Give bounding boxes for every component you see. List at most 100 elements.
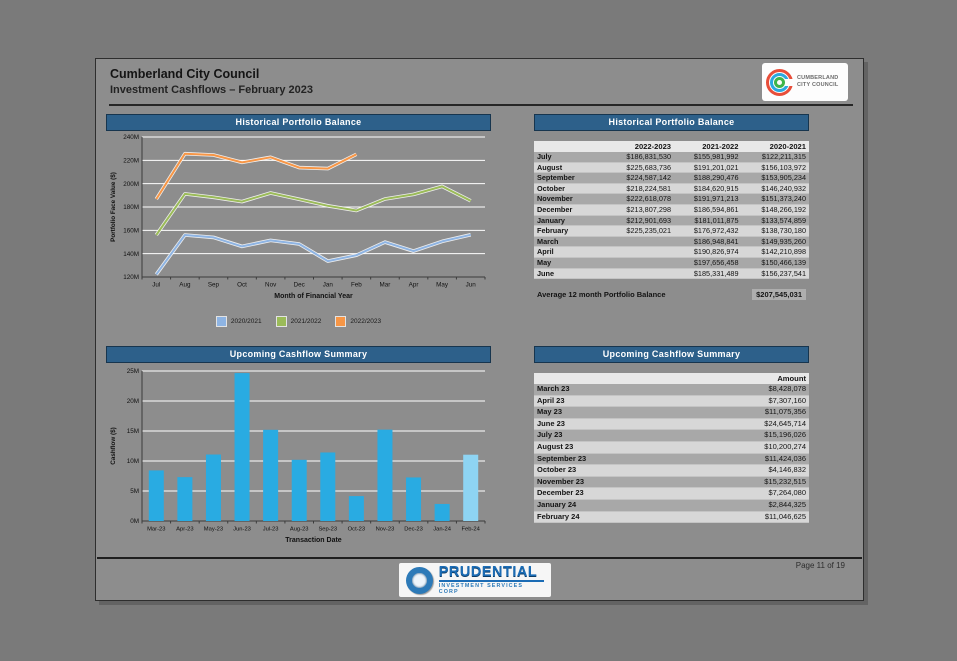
council-logo-text: CUMBERLAND CITY COUNCIL — [797, 75, 838, 89]
table-cell: $7,264,080 — [768, 488, 806, 498]
table-header-row: Amount — [534, 373, 809, 384]
table-row: January 24 $2,844,325 — [534, 499, 809, 512]
row-label: April 23 — [537, 395, 565, 405]
table-cell: $8,428,078 — [768, 384, 806, 393]
row-label: May — [537, 257, 552, 267]
historical-chart-header: Historical Portfolio Balance — [106, 114, 491, 131]
table-row: December 23 $7,264,080 — [534, 487, 809, 500]
prudential-circle-icon — [406, 566, 433, 594]
svg-text:Nov-23: Nov-23 — [376, 527, 395, 533]
upcoming-cashflow-chart-panel: Upcoming Cashflow Summary 0M 5M 10M 15M 20M 2… — [106, 346, 491, 560]
table-cell: $213,807,298 — [626, 204, 672, 214]
table-cell: $11,046,625 — [764, 511, 806, 521]
table-row: October $218,224,581 $184,620,915 $146,240,… — [534, 183, 809, 194]
legend-label: 2021/2022 — [290, 318, 322, 325]
svg-text:5M: 5M — [130, 488, 139, 495]
council-logo-line1: CUMBERLAND — [797, 75, 839, 82]
table-row: May 23 $11,075,356 — [534, 406, 809, 419]
svg-text:15M: 15M — [127, 428, 139, 435]
table-cell: $176,972,432 — [693, 226, 739, 236]
svg-text:Dec-23: Dec-23 — [404, 527, 423, 533]
table-cell: $11,424,036 — [764, 453, 806, 463]
table-row: June 23 $24,645,714 — [534, 418, 809, 430]
row-label: February 24 — [537, 511, 580, 521]
header-divider — [109, 104, 853, 106]
table-row: July $186,831,530 $155,981,992 $122,211,315 — [534, 152, 809, 163]
row-label: June — [537, 268, 555, 278]
row-label: June 23 — [537, 418, 565, 428]
table-row: April $190,826,974 $142,210,898 — [534, 246, 809, 258]
table-cell: $155,981,992 — [693, 152, 739, 161]
svg-text:160M: 160M — [123, 228, 139, 235]
series-2021/2022 — [155, 185, 472, 236]
svg-text:Dec: Dec — [294, 282, 305, 289]
legend-swatch — [335, 316, 347, 327]
svg-text:May: May — [436, 282, 449, 289]
legend-item: 2021/2022 — [275, 316, 322, 327]
table-cell — [607, 236, 674, 247]
report-page: Cumberland City Council Investment Cashf… — [95, 58, 864, 601]
page-subtitle: Investment Cashflows – February 2023 — [110, 84, 313, 96]
historical-balance-table: 2022-2023 2021-2022 2020-2021 July $186,831,… — [534, 141, 809, 279]
table-cell — [607, 268, 674, 279]
council-c-icon — [766, 68, 795, 96]
column-header: 2020-2021 — [769, 142, 806, 151]
page-title: Cumberland City Council — [110, 67, 260, 81]
bar-Jan-24 — [434, 503, 450, 521]
table-cell: $188,290,476 — [693, 173, 739, 183]
table-row: February 24 $11,046,625 — [534, 511, 809, 523]
page-number: Page 11 of 19 — [795, 561, 845, 570]
table-cell: $10,200,274 — [764, 441, 806, 451]
series-2020/2021 — [155, 233, 471, 275]
table-row: April 23 $7,307,160 — [534, 395, 809, 407]
bar-Jun-23 — [234, 373, 250, 521]
svg-text:0M: 0M — [130, 518, 139, 525]
svg-text:25M: 25M — [127, 368, 139, 375]
prudential-name: PRUDENTIAL — [438, 565, 544, 583]
table-cell: $191,971,213 — [693, 194, 739, 204]
svg-text:Jul-23: Jul-23 — [263, 527, 279, 533]
table-cell: $24,645,714 — [764, 418, 806, 428]
svg-text:120M: 120M — [123, 274, 139, 281]
table-row: June $185,331,489 $156,237,541 — [534, 268, 809, 279]
table-cell: $186,831,530 — [626, 152, 672, 161]
svg-text:Apr-23: Apr-23 — [176, 527, 193, 533]
column-header: 2021-2022 — [702, 142, 739, 151]
column-header — [534, 141, 607, 152]
table-cell: $224,587,142 — [626, 173, 672, 183]
table-cell: $142,210,898 — [761, 247, 806, 257]
svg-text:Apr: Apr — [409, 282, 419, 289]
bar-Oct-23 — [348, 496, 364, 521]
upcoming-cashflow-table-panel: Upcoming Cashflow Summary Amount March 23… — [534, 346, 809, 523]
table-row: October 23 $4,146,832 — [534, 464, 809, 477]
table-cell: $146,240,932 — [761, 183, 806, 193]
series-2022/2023 — [155, 152, 357, 200]
table-cell: $133,574,859 — [761, 215, 806, 225]
table-cell: $186,948,841 — [693, 236, 739, 246]
table-cell: $149,935,260 — [761, 236, 806, 246]
table-row: February $225,235,021 $176,972,432 $138,730… — [534, 225, 809, 237]
svg-text:Sep-23: Sep-23 — [318, 527, 337, 533]
table-cell: $15,232,515 — [764, 476, 806, 486]
svg-text:200M: 200M — [123, 181, 139, 188]
row-label: January — [537, 215, 565, 225]
average-balance-row: Average 12 month Portfolio Balance $207,… — [534, 289, 809, 301]
table-row: March 23 $8,428,078 — [534, 384, 809, 396]
column-header: Amount — [777, 374, 806, 383]
svg-text:Mar: Mar — [380, 282, 391, 289]
svg-text:Cashflow ($): Cashflow ($) — [110, 427, 117, 464]
svg-text:Aug: Aug — [179, 282, 191, 289]
upcoming-table-header: Upcoming Cashflow Summary — [534, 346, 809, 363]
table-row: August 23 $10,200,274 — [534, 441, 809, 454]
table-row: January $212,901,693 $181,011,875 $133,574,… — [534, 215, 809, 226]
council-logo-line2: CITY COUNCIL — [797, 82, 839, 88]
table-cell: $151,373,240 — [761, 194, 806, 204]
table-cell: $184,620,915 — [693, 183, 739, 193]
historical-balance-chart-panel: Historical Portfolio Balance 120M 140M 160… — [106, 114, 491, 327]
row-label: December 23 — [537, 488, 584, 498]
council-logo: CUMBERLAND CITY COUNCIL — [762, 63, 848, 101]
svg-text:Oct: Oct — [237, 282, 247, 289]
svg-text:Jun-23: Jun-23 — [233, 527, 251, 533]
table-cell: $185,331,489 — [693, 268, 739, 278]
